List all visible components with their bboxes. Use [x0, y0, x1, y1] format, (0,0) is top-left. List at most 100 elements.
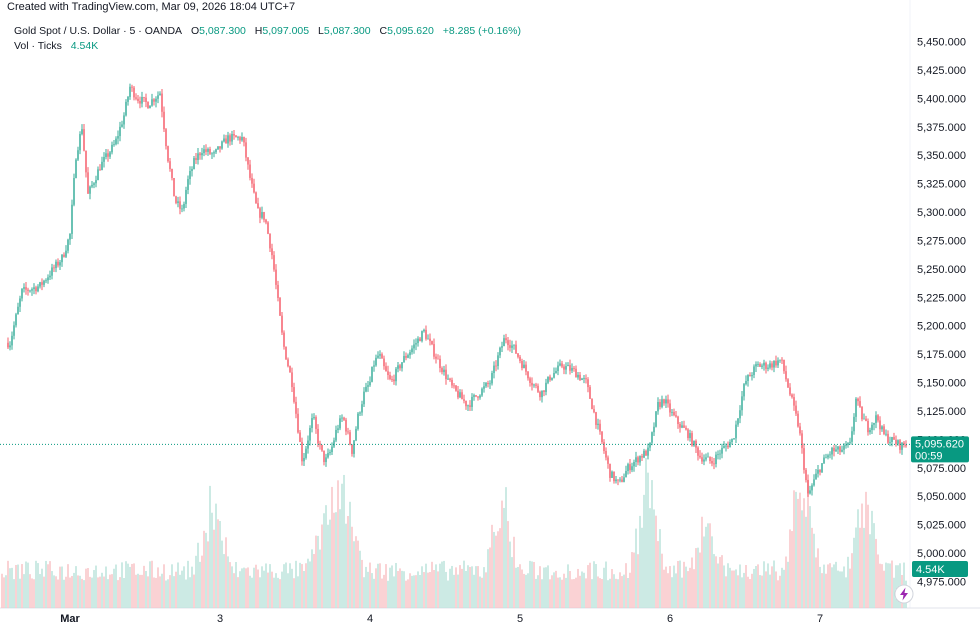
volume-bar — [289, 563, 291, 608]
volume-bar — [609, 578, 611, 608]
volume-bar — [95, 565, 97, 608]
volume-bar — [311, 549, 313, 608]
volume-bar — [783, 569, 785, 608]
volume-bar — [347, 515, 349, 608]
volume-bar — [89, 576, 91, 608]
volume-bar — [157, 567, 159, 608]
candle-body — [193, 158, 195, 170]
candle-body — [877, 415, 879, 421]
volume-bar — [495, 535, 497, 608]
candle-body — [539, 391, 541, 398]
lightning-button[interactable] — [894, 584, 914, 604]
volume-bar — [755, 565, 757, 608]
candle-body — [831, 447, 833, 455]
candle-body — [503, 338, 505, 347]
candle-body — [407, 355, 409, 358]
candle-body — [825, 457, 827, 459]
volume-bar — [747, 576, 749, 608]
volume-bar — [41, 568, 43, 608]
candle-body — [281, 315, 283, 333]
candle-body — [613, 471, 615, 482]
candle-body — [813, 479, 815, 486]
volume-bar — [155, 577, 157, 608]
candle-body — [275, 269, 277, 285]
y-tick-label: 5,075.000 — [917, 463, 966, 475]
symbol-legend[interactable]: Gold Spot / U.S. Dollar · 5 · OANDA O5,0… — [14, 25, 521, 37]
candle-body — [75, 159, 77, 179]
volume-bar — [79, 575, 81, 608]
candle-body — [253, 183, 255, 193]
candle-body — [417, 338, 419, 344]
candle-body — [295, 401, 297, 414]
candle-body — [521, 361, 523, 369]
price-axis[interactable]: 4,975.000 5,000.000 5,025.000 5,050.000 5,07… — [917, 37, 966, 589]
candle-body — [79, 134, 81, 151]
candle-body — [853, 416, 855, 432]
volume-bar — [11, 567, 13, 608]
volume-bar — [229, 562, 231, 608]
volume-bar — [369, 562, 371, 608]
candle-body — [25, 287, 27, 290]
candle-body — [833, 447, 835, 452]
volume-bar — [895, 565, 897, 608]
y-tick-label: 5,175.000 — [917, 349, 966, 361]
candle-body — [643, 450, 645, 458]
volume-bar — [63, 579, 65, 608]
candle-body — [347, 431, 349, 433]
volume-legend[interactable]: Vol · Ticks 4.54K — [14, 40, 98, 52]
candle-body — [165, 129, 167, 147]
volume-bar — [279, 579, 281, 608]
candle-body — [221, 141, 223, 149]
volume-bar — [505, 487, 507, 608]
candle-body — [865, 418, 867, 421]
volume-bar — [761, 575, 763, 608]
volume-bar — [821, 573, 823, 608]
volume-bar — [203, 530, 205, 608]
volume-bar — [93, 570, 95, 608]
candle-body — [681, 425, 683, 428]
volume-bar — [7, 560, 9, 608]
volume-bar — [91, 577, 93, 608]
volume-bar — [877, 554, 879, 608]
candle-body — [625, 471, 627, 478]
y-tick-label: 5,050.000 — [917, 491, 966, 503]
candle-body — [753, 366, 755, 376]
candle-body — [903, 442, 905, 445]
candle-body — [285, 346, 287, 360]
candle-body — [885, 433, 887, 435]
volume-bar — [671, 577, 673, 608]
volume-bar — [873, 523, 875, 608]
volume-bar — [829, 563, 831, 608]
volume-bar — [479, 576, 481, 608]
volume-bar — [799, 492, 801, 608]
candle-body — [555, 371, 557, 373]
volume-label[interactable]: Vol · Ticks — [14, 40, 62, 52]
volume-bar — [851, 553, 853, 608]
volume-bar — [423, 572, 425, 608]
candle-body — [537, 385, 539, 392]
volume-bar — [113, 568, 115, 608]
volume-bar — [737, 575, 739, 608]
y-tick-label: 5,300.000 — [917, 207, 966, 219]
volume-bar — [71, 576, 73, 608]
candle-body — [667, 399, 669, 404]
candle-body — [707, 456, 709, 458]
volume-bar — [493, 531, 495, 608]
candle-body — [525, 364, 527, 372]
candle-body — [431, 341, 433, 345]
candle-body — [645, 450, 647, 456]
candle-body — [513, 344, 515, 346]
time-axis[interactable]: Mar 3 4 5 6 7 — [60, 613, 823, 625]
volume-bar — [825, 573, 827, 608]
candle-body — [273, 255, 275, 270]
candle-body — [395, 368, 397, 382]
volume-bar — [271, 571, 273, 608]
symbol-name[interactable]: Gold Spot / U.S. Dollar · 5 · OANDA — [14, 25, 183, 37]
change-value: +8.285 (+0.16%) — [442, 25, 521, 37]
volume-bar — [61, 566, 63, 608]
volume-bar — [721, 555, 723, 608]
volume-bar — [667, 573, 669, 608]
candle-body — [507, 340, 509, 346]
